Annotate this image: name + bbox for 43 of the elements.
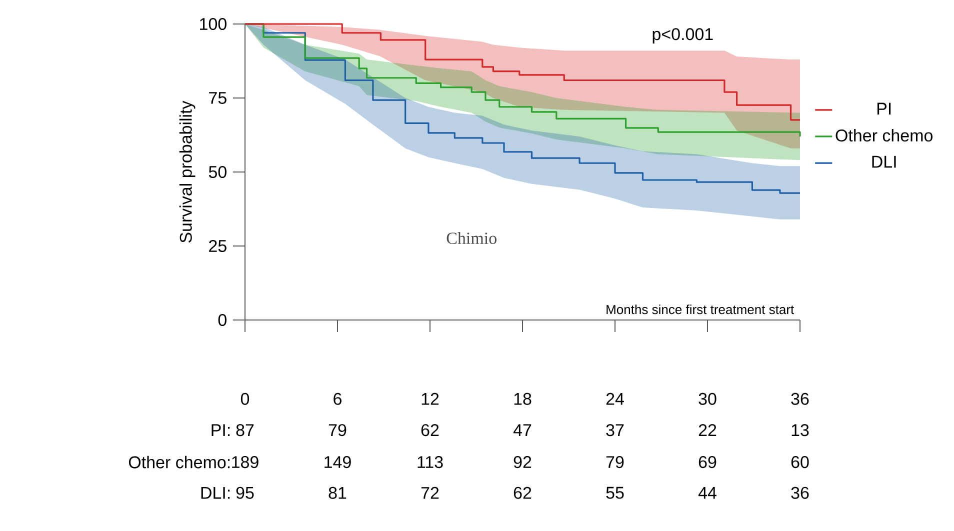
text: 47 xyxy=(513,424,532,436)
text: 81 xyxy=(328,486,346,499)
text: 37 xyxy=(606,424,624,436)
text: 79 xyxy=(606,456,624,468)
text: 22 xyxy=(698,424,716,436)
y-tick-label: 75 xyxy=(209,92,226,104)
annotation: p<0.001 xyxy=(652,28,713,44)
text: PI xyxy=(877,102,891,114)
text: 44 xyxy=(698,487,716,499)
y-tick-label: 0 xyxy=(218,314,226,326)
text: PI: xyxy=(212,424,230,436)
text: 60 xyxy=(791,456,809,468)
text: 113 xyxy=(418,456,443,468)
y-axis-title: Survival probability xyxy=(179,100,196,243)
x-tick-label: 12 xyxy=(422,392,439,405)
y-tick-label: 100 xyxy=(200,18,226,30)
y-tick-label: 50 xyxy=(208,166,226,178)
x-tick-label: 6 xyxy=(334,392,342,405)
text: 87 xyxy=(236,424,254,436)
x-tick-label: 0 xyxy=(240,392,250,405)
text: 149 xyxy=(324,456,351,468)
legend-label: Other chemo xyxy=(836,129,932,142)
x-tick-label: 18 xyxy=(514,392,532,405)
x-tick-label: 30 xyxy=(698,392,716,405)
text: 36 xyxy=(791,486,809,499)
text: 55 xyxy=(606,486,624,499)
text: Other chemo: xyxy=(128,456,230,468)
text: 72 xyxy=(421,486,439,499)
text: 189 xyxy=(232,456,258,468)
x-tick-label: 24 xyxy=(606,392,624,405)
text: 95 xyxy=(236,486,254,499)
annotation: Chimio xyxy=(446,232,496,244)
x-tick-label: 36 xyxy=(791,392,809,405)
text: 92 xyxy=(514,456,532,468)
x-axis-title: Months since first treatment start xyxy=(606,304,794,314)
text: 62 xyxy=(421,424,439,436)
legend-label: DLI xyxy=(872,156,896,168)
text: 69 xyxy=(698,456,716,468)
text: 62 xyxy=(514,486,532,499)
y-tick-label: 25 xyxy=(209,240,226,252)
text: 13 xyxy=(792,424,809,436)
text: 79 xyxy=(328,424,346,436)
text: DLI: xyxy=(201,487,230,499)
